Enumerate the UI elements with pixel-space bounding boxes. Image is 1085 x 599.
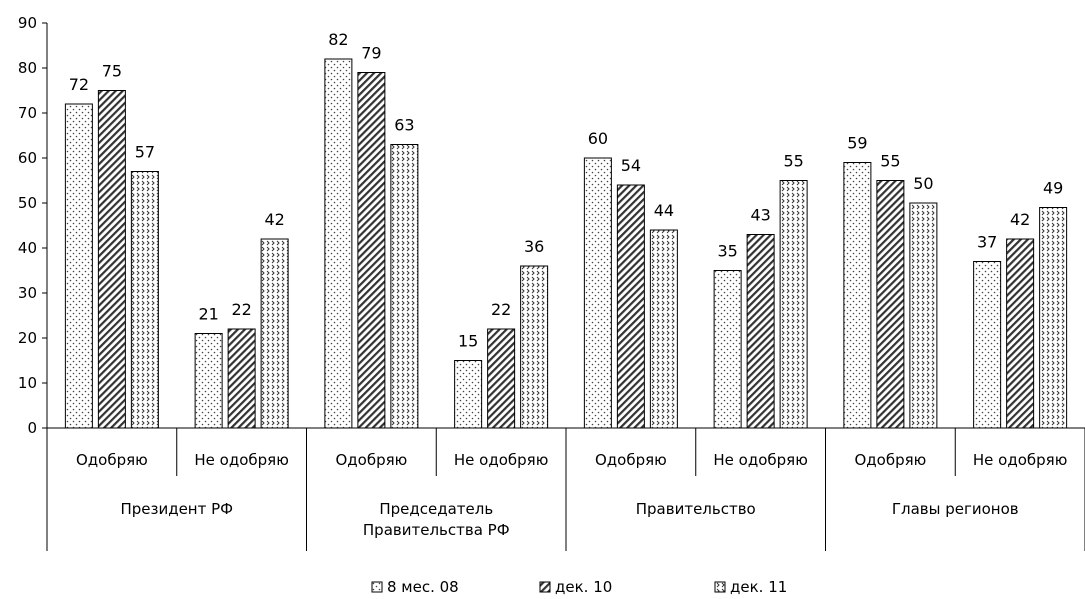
bar [357, 72, 386, 429]
data-label: 72 [69, 75, 89, 94]
data-label: 75 [102, 62, 122, 81]
legend-swatch [714, 581, 726, 593]
group-label: Главы регионов [892, 500, 1019, 518]
bar [194, 333, 223, 429]
bar [260, 238, 289, 429]
category-label: Не одобряю [194, 451, 288, 469]
data-label: 35 [717, 242, 737, 261]
bar [779, 180, 808, 429]
data-label: 42 [264, 210, 284, 229]
group-label: Правительство [636, 500, 756, 518]
data-label: 54 [621, 156, 641, 175]
data-label: 49 [1043, 179, 1063, 198]
data-label: 59 [847, 134, 867, 153]
y-tick-label: 30 [18, 284, 37, 302]
group-label: Президент РФ [120, 500, 233, 518]
data-label: 79 [361, 44, 381, 63]
data-label: 50 [913, 174, 933, 193]
bar [843, 162, 872, 429]
y-tick-label: 80 [18, 59, 37, 77]
bar [1039, 207, 1068, 429]
data-label: 37 [977, 233, 997, 252]
y-tick-label: 0 [27, 419, 37, 437]
group-label: Правительства РФ [363, 521, 510, 539]
category-label: Одобряю [76, 451, 148, 469]
bar [876, 180, 905, 429]
bar [324, 58, 353, 429]
bar [97, 90, 126, 429]
legend-label: дек. 10 [555, 578, 612, 596]
category-label: Не одобряю [713, 451, 807, 469]
data-label: 55 [783, 152, 803, 171]
data-label: 22 [491, 300, 511, 319]
data-label: 63 [394, 116, 414, 135]
bar [64, 103, 93, 429]
category-label: Одобряю [335, 451, 407, 469]
data-label: 36 [524, 237, 544, 256]
bar [583, 157, 612, 429]
legend-label: дек. 11 [730, 578, 787, 596]
bar [487, 328, 516, 429]
data-label: 43 [750, 206, 770, 225]
category-label: Не одобряю [973, 451, 1067, 469]
y-tick-label: 90 [18, 14, 37, 32]
bar [520, 265, 549, 429]
data-label: 55 [880, 152, 900, 171]
bar [746, 234, 775, 429]
chart-labels: 72 75 57 Одобряю 21 22 42 Не одобряю 82 79 63 Одобр… [69, 30, 1068, 539]
data-label: 15 [458, 332, 478, 351]
chart-bars [64, 58, 1068, 429]
data-label: 21 [198, 305, 218, 324]
legend-swatch [539, 581, 551, 593]
bar [973, 261, 1002, 429]
category-label: Не одобряю [454, 451, 548, 469]
y-tick-label: 70 [18, 104, 37, 122]
bar [616, 184, 645, 429]
bar [1006, 238, 1035, 429]
bar [454, 360, 483, 429]
bar [390, 144, 419, 429]
data-label: 42 [1010, 210, 1030, 229]
y-tick-label: 20 [18, 329, 37, 347]
group-label: Председатель [379, 500, 493, 518]
bar [649, 229, 678, 429]
category-label: Одобряю [595, 451, 667, 469]
y-tick-label: 40 [18, 239, 37, 257]
data-label: 60 [588, 129, 608, 148]
data-label: 57 [135, 143, 155, 162]
category-label: Одобряю [854, 451, 926, 469]
data-label: 22 [231, 300, 251, 319]
y-tick-label: 50 [18, 194, 37, 212]
data-label: 82 [328, 30, 348, 49]
bar [227, 328, 256, 429]
bar [130, 171, 159, 429]
bar [909, 202, 938, 429]
bar [713, 270, 742, 429]
data-label: 44 [654, 201, 674, 220]
y-tick-label: 10 [18, 374, 37, 392]
legend-swatch [371, 581, 383, 593]
legend-label: 8 мес. 08 [387, 578, 459, 596]
chart-legend: 8 мес. 08 дек. 10 дек. 11 [371, 578, 787, 596]
y-tick-label: 60 [18, 149, 37, 167]
